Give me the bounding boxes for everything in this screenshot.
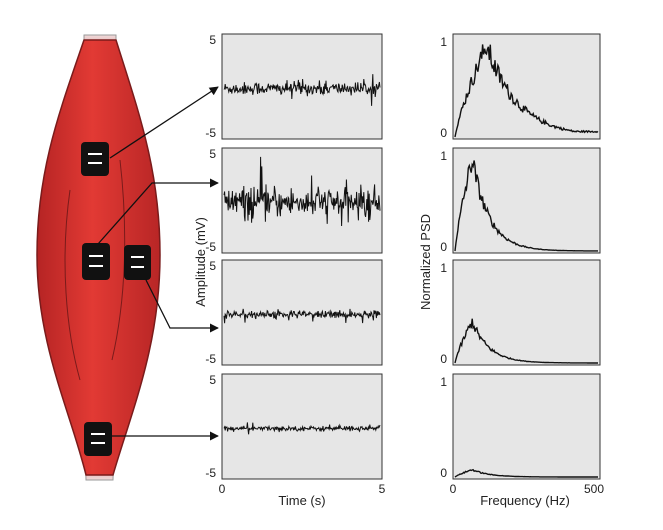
arrow xyxy=(109,86,219,159)
panel-frame xyxy=(221,259,383,366)
panel-frame xyxy=(452,373,601,480)
y-tick-label: -5 xyxy=(205,126,216,140)
panel-frame xyxy=(452,147,601,254)
y-tick-label: -5 xyxy=(205,466,216,480)
panel-frame xyxy=(221,373,383,480)
psd-panel: 10 xyxy=(440,33,601,140)
x-tick-label: 0 xyxy=(450,482,457,496)
y-tick-label: 0 xyxy=(440,126,447,140)
psd-curve xyxy=(454,44,599,138)
amplitude-axis-label: Amplitude (mV) xyxy=(193,217,208,307)
emg-trace xyxy=(223,422,381,435)
panel-frame xyxy=(452,259,601,366)
y-tick-label: 0 xyxy=(440,466,447,480)
y-tick-label: -5 xyxy=(205,240,216,254)
muscle-illustration xyxy=(36,34,161,481)
y-tick-label: 5 xyxy=(209,147,216,161)
panel-frame xyxy=(452,33,601,140)
x-tick-label: 5 xyxy=(379,482,386,496)
connector-arrows xyxy=(97,86,219,441)
psd-panel: 10 xyxy=(440,147,601,254)
y-tick-label: 5 xyxy=(209,33,216,47)
x-tick-label: 0 xyxy=(219,482,226,496)
y-tick-label: 0 xyxy=(440,352,447,366)
emg-signal-panel: 5 -5 xyxy=(205,147,383,254)
y-tick-label: -5 xyxy=(205,352,216,366)
psd-panel: 10 xyxy=(440,373,601,480)
time-panels: 5-55-55-55-50 5 xyxy=(205,33,385,496)
psd-panel: 10 xyxy=(440,259,601,366)
psd-curve xyxy=(454,468,598,478)
emg-trace xyxy=(223,156,381,227)
electrode-pair-icon xyxy=(82,243,110,280)
psd-curve xyxy=(454,160,598,252)
emg-trace xyxy=(223,74,381,106)
y-tick-label: 1 xyxy=(440,149,447,163)
psd-axis-label: Normalized PSD xyxy=(418,214,433,310)
y-tick-label: 1 xyxy=(440,261,447,275)
y-tick-label: 1 xyxy=(440,375,447,389)
emg-signal-panel: 5 -5 xyxy=(205,373,383,480)
psd-curve xyxy=(454,318,598,364)
y-tick-label: 5 xyxy=(209,259,216,273)
electrode-pair-icon xyxy=(81,142,109,176)
electrode-pair-icon xyxy=(84,422,112,456)
time-axis-label: Time (s) xyxy=(278,493,325,508)
muscle-fiber-line xyxy=(64,189,81,381)
panel-frame xyxy=(221,147,383,254)
emg-signal-panel: 5 -5 xyxy=(205,33,383,140)
y-tick-label: 0 xyxy=(440,240,447,254)
arrow xyxy=(97,178,219,245)
emg-trace xyxy=(223,308,381,324)
x-tick-label: 500 xyxy=(584,482,604,496)
y-tick-label: 1 xyxy=(440,35,447,49)
frequency-axis-label: Frequency (Hz) xyxy=(480,493,570,508)
electrode-pair-icon xyxy=(124,245,151,280)
emg-signal-panel: 5 -5 xyxy=(205,259,383,366)
y-tick-label: 5 xyxy=(209,373,216,387)
arrow xyxy=(145,279,219,333)
